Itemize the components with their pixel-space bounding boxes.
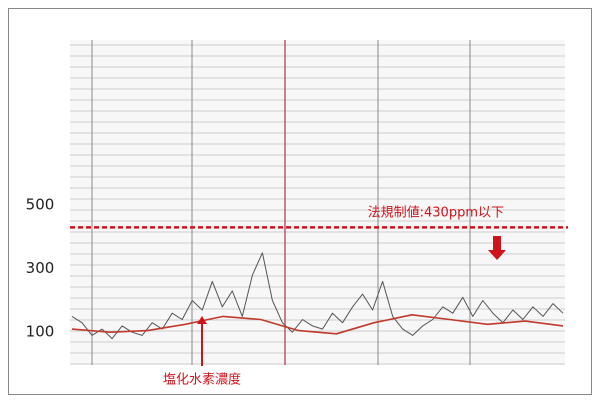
threshold-label: 法規制値:430ppm以下 (368, 205, 504, 221)
y-tick-label: 100 (26, 323, 55, 341)
annotation: 塩化水素濃度 (163, 372, 241, 388)
y-tick-label: 300 (26, 259, 55, 277)
chart: 法規制値:430ppm以下 塩化水素濃度 100 300 500 (0, 0, 600, 403)
paper-grid (70, 40, 565, 365)
y-tick-label: 500 (26, 196, 55, 214)
